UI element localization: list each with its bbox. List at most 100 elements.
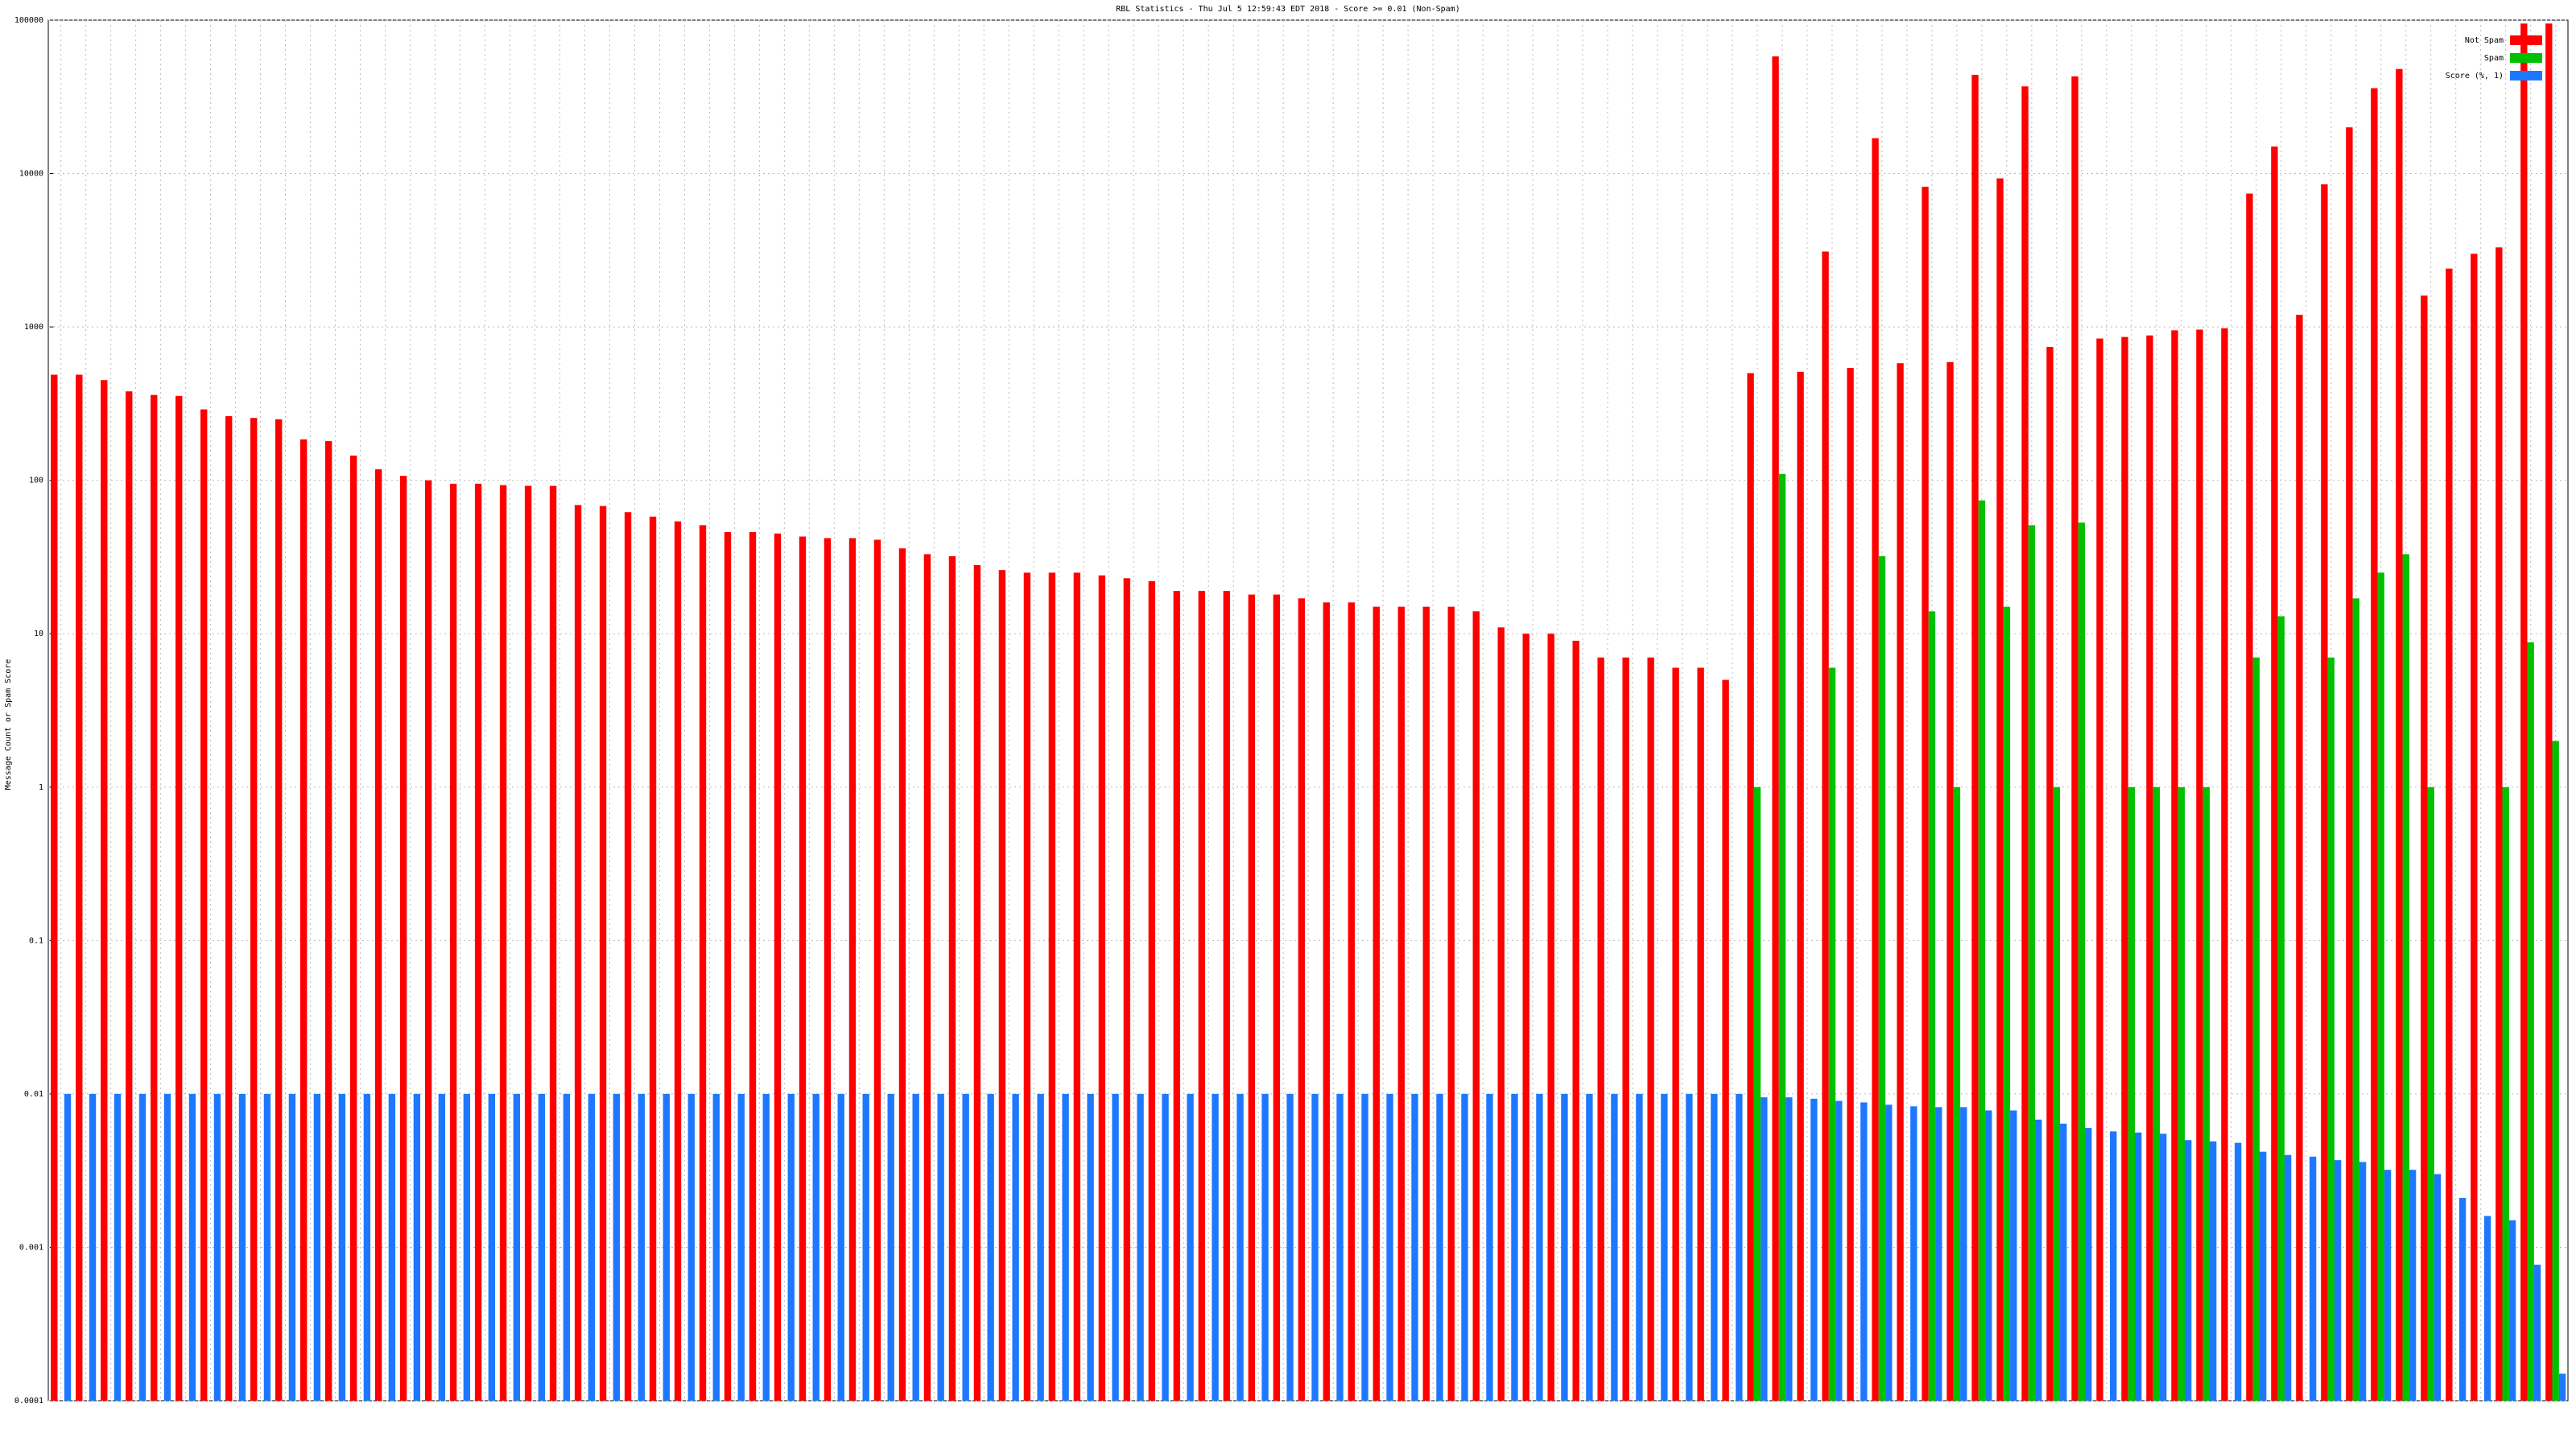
bar [2246,193,2253,1402]
bar [213,1093,221,1401]
bar [2221,328,2228,1402]
bar [1711,1093,1718,1401]
y-axis-label: Message Count or Spam Score [4,659,13,791]
bar [2135,1132,2142,1401]
chart-title: RBL Statistics - Thu Jul 5 12:59:43 EDT … [1116,5,1459,14]
bar [2508,1220,2516,1401]
bar [399,476,407,1402]
bar [324,441,332,1401]
bar [1148,580,1156,1401]
bar [424,480,432,1401]
y-tick-label: 1 [39,783,43,792]
bar [837,1093,844,1401]
bar [2321,184,2328,1402]
bar [1860,1102,1868,1401]
bar [898,548,906,1401]
bar [749,531,757,1401]
bar [2359,1162,2367,1401]
bar [663,1093,670,1401]
bar [1461,1093,1468,1401]
bar [2046,347,2054,1401]
bar [1048,572,1056,1401]
bar [2028,525,2036,1401]
bar [1847,368,1854,1401]
y-tick-label: 1000 [24,323,43,332]
bar [1198,591,1206,1401]
bar [1910,1106,1918,1401]
bar [923,554,931,1401]
bar [151,394,158,1401]
bar [1323,602,1330,1401]
bar [2277,616,2285,1401]
bar [1223,591,1231,1401]
bar [2296,315,2303,1401]
bar [1261,1093,1269,1401]
bar [51,374,58,1402]
bar [1996,178,2004,1402]
bar [2327,657,2334,1401]
bar [1572,640,1579,1401]
bar [563,1093,571,1401]
bar [2309,1156,2317,1401]
bar [1137,1093,1144,1401]
bar [2421,295,2428,1402]
bar [2396,68,2403,1402]
bar [1298,598,1305,1401]
bar [1386,1093,1393,1401]
bar [1112,1093,1119,1401]
bar [2458,1198,2467,1401]
bar [2171,330,2178,1402]
bar [1373,606,1380,1401]
bar [699,525,707,1401]
bar [2128,786,2136,1401]
bar [998,570,1006,1401]
bar [1636,1093,1643,1401]
bar [1311,1093,1319,1401]
legend-swatch [2510,71,2542,80]
bar [2096,338,2103,1402]
bar [2384,1170,2392,1401]
bar [2196,329,2203,1401]
bar [1611,1093,1618,1401]
bar [2060,1123,2067,1401]
bar [1885,1104,1893,1401]
bar [114,1093,122,1401]
bar [138,1093,147,1401]
bar [1722,679,1729,1401]
bar [1023,572,1031,1401]
bar [1697,667,1704,1401]
bar [1810,1098,1818,1401]
bar [2259,1151,2267,1401]
bar [737,1093,745,1401]
bar [912,1093,919,1401]
bar [2471,254,2478,1401]
bar [1960,1107,1967,1401]
bar [2085,1128,2092,1401]
bar [1212,1093,1219,1401]
bar [474,483,482,1401]
bar [1878,555,1886,1401]
bar [1098,575,1106,1401]
bar [1497,627,1505,1401]
bar [2545,23,2553,1402]
bar [1736,1093,1743,1401]
bar [2003,606,2011,1401]
bar [538,1093,546,1401]
bar [2071,76,2079,1402]
bar [1978,500,1986,1402]
bar [1971,74,1979,1402]
bar [2377,572,2384,1401]
bar [1547,634,1554,1401]
bar [1123,578,1131,1401]
bar [762,1093,770,1401]
bar [1828,667,1836,1401]
bar [2427,786,2434,1401]
bar [188,1093,196,1401]
bar [624,512,632,1402]
bar [712,1093,720,1401]
bar [574,505,582,1401]
bar [2533,1265,2541,1401]
bar [1361,1093,1368,1401]
bar [1785,1097,1793,1401]
bar [2110,1131,2117,1401]
